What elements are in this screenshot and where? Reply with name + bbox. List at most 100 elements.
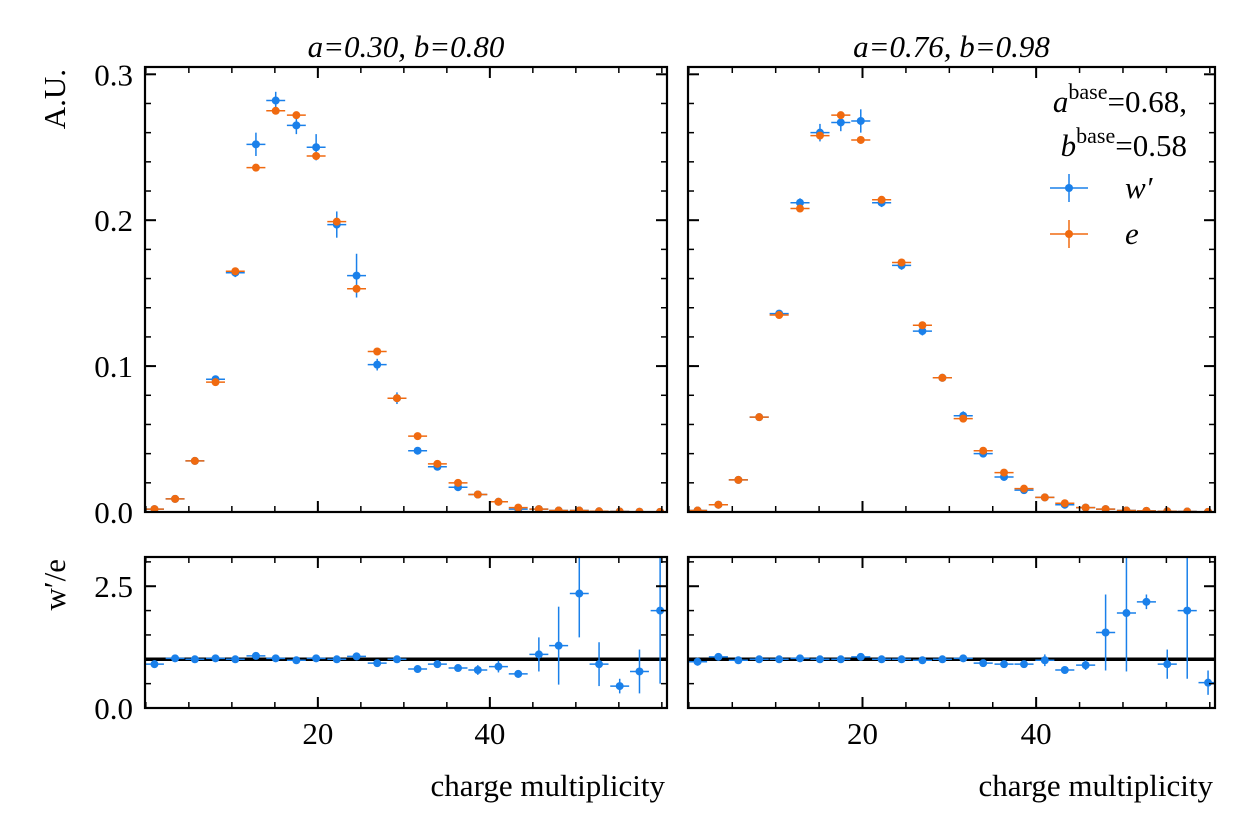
marker — [856, 116, 865, 125]
y-axis-label: A.U. — [37, 69, 72, 129]
marker — [413, 432, 422, 441]
marker — [1000, 660, 1009, 669]
marker — [1019, 484, 1028, 493]
marker — [514, 669, 523, 678]
marker — [171, 654, 180, 663]
marker — [373, 659, 382, 668]
marker — [755, 655, 764, 664]
marker — [775, 655, 784, 664]
marker — [1000, 468, 1009, 477]
marker — [373, 347, 382, 356]
annotation-sup: base — [1076, 123, 1115, 148]
marker — [1163, 507, 1172, 512]
marker — [231, 655, 240, 664]
panel-title: a=0.76, b=0.98 — [853, 29, 1050, 64]
y-axis-label: w′/e — [37, 559, 72, 611]
legend-label: w′ — [1125, 170, 1154, 205]
marker — [635, 667, 644, 676]
marker — [1081, 503, 1090, 512]
marker — [271, 654, 280, 663]
marker — [554, 506, 563, 512]
marker — [413, 446, 422, 455]
marker — [1081, 661, 1090, 670]
marker — [1122, 609, 1131, 618]
marker — [534, 650, 543, 659]
marker — [836, 118, 845, 127]
marker — [615, 682, 624, 691]
marker — [292, 656, 301, 665]
marker — [714, 500, 723, 509]
plot-area — [688, 557, 1215, 695]
marker — [897, 655, 906, 664]
marker — [877, 195, 886, 204]
marker — [433, 459, 442, 468]
marker — [877, 655, 886, 664]
marker — [292, 111, 301, 120]
marker — [150, 660, 159, 669]
plot-area — [145, 557, 667, 694]
y-tick-label: 0.0 — [94, 691, 133, 726]
marker — [251, 140, 260, 149]
marker — [959, 414, 968, 423]
marker — [795, 198, 804, 207]
marker — [595, 660, 604, 669]
marker — [595, 507, 604, 512]
marker — [1101, 628, 1110, 637]
y-tick-label: 2.5 — [94, 569, 133, 604]
marker — [150, 505, 159, 512]
plot-area — [145, 91, 667, 512]
marker — [332, 217, 341, 226]
y-tick-label: 0.2 — [94, 203, 133, 238]
y-tick-label: 0.3 — [94, 57, 133, 92]
marker — [979, 659, 988, 668]
marker — [433, 660, 442, 669]
marker — [271, 96, 280, 105]
annotation: bbase=0.58 — [1061, 123, 1187, 163]
marker — [373, 360, 382, 369]
marker — [554, 641, 563, 650]
marker — [938, 655, 947, 664]
marker — [190, 456, 199, 465]
marker — [312, 654, 321, 663]
marker — [392, 655, 401, 664]
marker — [795, 654, 804, 663]
marker — [1101, 505, 1110, 512]
marker — [959, 654, 968, 663]
marker — [211, 654, 220, 663]
marker — [312, 143, 321, 152]
marker — [714, 652, 723, 661]
axes-frame — [686, 555, 1217, 710]
marker — [352, 284, 361, 293]
legend-marker — [1065, 230, 1073, 238]
marker — [251, 651, 260, 660]
marker — [918, 327, 927, 336]
x-tick-label: 20 — [302, 716, 333, 751]
marker — [1060, 666, 1069, 675]
marker — [938, 373, 947, 382]
marker — [1019, 660, 1028, 669]
marker — [534, 505, 543, 512]
marker — [693, 506, 702, 512]
marker — [1142, 597, 1151, 606]
annotation-rest: =0.68, — [1108, 84, 1187, 119]
annotation-sup: base — [1068, 79, 1107, 104]
annotation-base: b — [1061, 128, 1077, 163]
plot-area — [688, 109, 1215, 512]
marker — [979, 446, 988, 455]
marker — [1204, 678, 1213, 687]
marker — [897, 258, 906, 267]
marker — [413, 665, 422, 674]
marker — [1060, 499, 1069, 508]
marker — [734, 475, 743, 484]
marker — [473, 666, 482, 675]
marker — [755, 413, 764, 422]
marker — [1040, 493, 1049, 502]
marker — [352, 271, 361, 280]
marker — [575, 506, 584, 512]
marker — [494, 497, 503, 506]
marker — [1183, 507, 1192, 512]
marker — [734, 656, 743, 665]
marker — [575, 589, 584, 598]
marker — [693, 657, 702, 666]
